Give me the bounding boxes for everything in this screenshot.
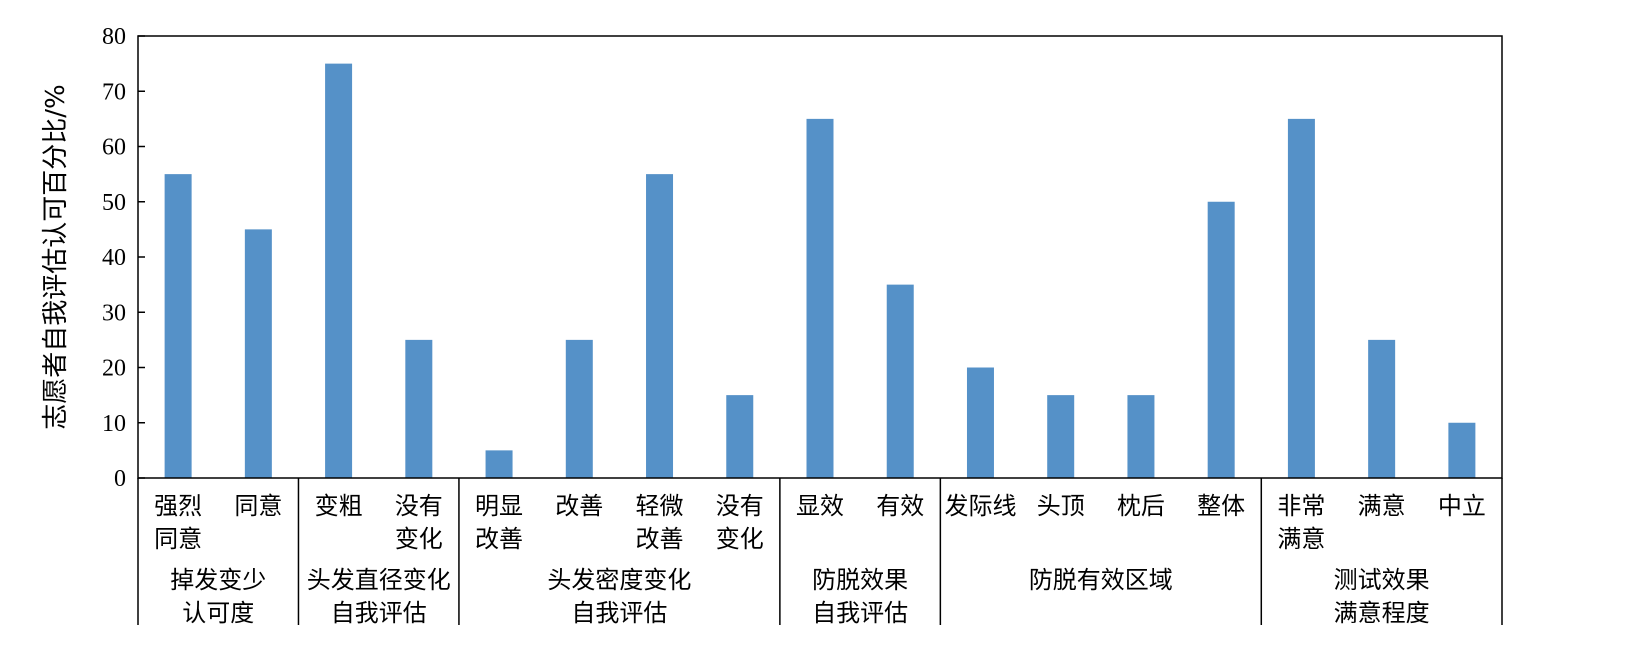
y-tick-label: 10	[102, 411, 126, 437]
plot-border	[137, 35, 1503, 479]
group-label-3: 自我评估	[812, 599, 908, 627]
category-label: 改善	[636, 525, 684, 553]
category-labels: 强烈同意同意 变粗 没有变化明显改善改善 轻微改善没有变化显效 有效 发际线 头顶 枕后 整体非…	[154, 492, 1486, 553]
category-label: 改善	[555, 492, 603, 520]
y-tick-label: 50	[102, 190, 126, 216]
bar-5-0	[1287, 118, 1315, 478]
category-label: 强烈	[154, 492, 202, 520]
group-label-4: 防脱有效区域	[1029, 566, 1173, 594]
group-label-1: 自我评估	[331, 599, 427, 627]
category-label: 整体	[1197, 492, 1245, 520]
group-label-5: 测试效果	[1334, 566, 1430, 594]
y-tick-label: 30	[102, 300, 126, 326]
category-label: 变化	[395, 525, 443, 553]
bar-0-0	[164, 174, 192, 478]
category-label: 改善	[475, 525, 523, 553]
y-axis-label-group: 志愿者自我评估认可百分比/%	[41, 84, 71, 429]
bar-2-2	[646, 174, 674, 478]
bar-3-1	[886, 284, 914, 478]
category-label: 发际线	[944, 492, 1016, 520]
bar-1-0	[325, 63, 353, 478]
y-tick-label: 20	[102, 356, 126, 382]
y-tick-label: 0	[114, 466, 126, 492]
category-label: 头顶	[1037, 492, 1085, 520]
y-axis-label: 志愿者自我评估认可百分比/%	[41, 84, 71, 429]
group-label-2: 头发密度变化	[547, 566, 691, 594]
category-label: 满意	[1277, 525, 1325, 553]
bar-2-0	[485, 450, 513, 478]
plot-frame	[137, 35, 1503, 625]
bar-4-3	[1207, 201, 1235, 478]
bar-2-3	[726, 395, 754, 478]
group-label-1: 头发直径变化	[307, 566, 451, 594]
group-label-0: 认可度	[182, 599, 254, 627]
bar-5-2	[1448, 422, 1476, 478]
category-label: 明显	[475, 492, 523, 520]
y-tick-label: 80	[102, 24, 126, 50]
category-label: 没有	[395, 492, 443, 520]
category-label: 同意	[234, 492, 282, 520]
group-label-0: 掉发变少	[170, 566, 266, 594]
y-axis-ticks: 0 10 20 30 40 50 60 70 80	[102, 24, 145, 492]
bar-0-1	[244, 229, 272, 478]
group-labels: 掉发变少认可度头发直径变化自我评估头发密度变化自我评估防脱效果自我评估防脱有效区…	[170, 566, 1429, 627]
bars	[164, 63, 1476, 478]
y-tick-label: 60	[102, 135, 126, 161]
bar-4-0	[966, 367, 994, 478]
group-label-3: 防脱效果	[812, 566, 908, 594]
group-label-5: 满意程度	[1334, 599, 1430, 627]
category-label: 枕后	[1117, 492, 1165, 520]
bar-4-1	[1047, 395, 1075, 478]
category-label: 变化	[716, 525, 764, 553]
y-tick-label: 40	[102, 245, 126, 271]
category-label: 轻微	[636, 492, 684, 520]
group-label-2: 自我评估	[571, 599, 667, 627]
bar-5-1	[1368, 339, 1396, 478]
category-label: 没有	[716, 492, 764, 520]
bar-2-1	[565, 339, 593, 478]
category-label: 同意	[154, 525, 202, 553]
category-label: 非常	[1277, 492, 1325, 520]
category-label: 满意	[1358, 492, 1406, 520]
y-tick-label: 70	[102, 79, 126, 105]
bar-3-0	[806, 118, 834, 478]
bar-4-2	[1127, 395, 1155, 478]
category-label: 中立	[1438, 492, 1486, 520]
category-label: 有效	[876, 492, 924, 520]
category-label: 显效	[796, 492, 844, 520]
bar-1-1	[405, 339, 433, 478]
category-label: 变粗	[315, 492, 363, 520]
